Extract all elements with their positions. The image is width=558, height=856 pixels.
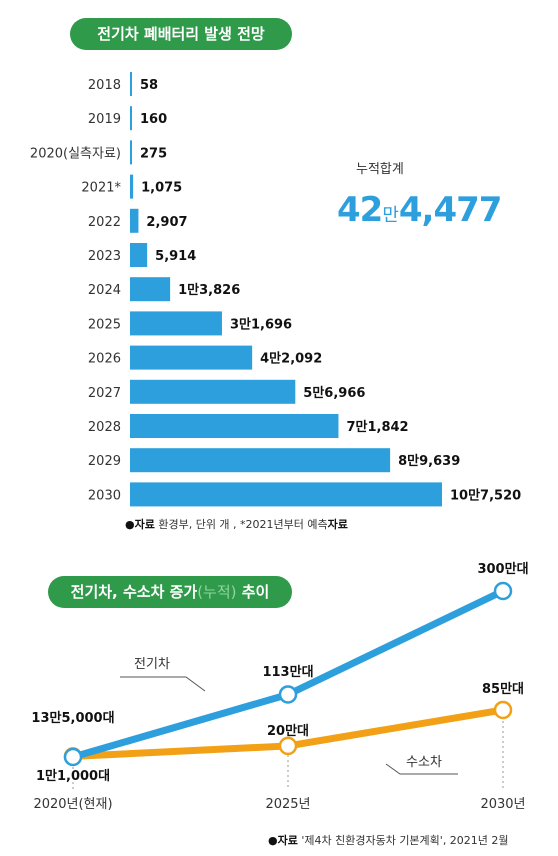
bar-chart-title: 전기차 폐배터리 발생 전망 (70, 18, 292, 50)
x-tick-label: 2030년 (480, 797, 525, 812)
series-point (278, 685, 298, 704)
line-chart-title: 전기차, 수소차 증가(누적) 추이 (48, 576, 292, 608)
bar (130, 311, 222, 336)
line-chart-source-note: ●자료 '제4차 친환경자동차 기본계획', 2021년 2월 (268, 832, 509, 848)
note2-text: '제4차 친환경자동차 기본계획', 2021년 2월 (297, 834, 509, 847)
bar (130, 277, 171, 302)
hydrogen-leader-line (385, 763, 458, 775)
note-bold: ●자료 (125, 518, 155, 531)
ev-leader-line (120, 676, 206, 692)
line-title-end: 추이 (236, 583, 270, 601)
category-label: 2023 (88, 249, 121, 264)
x-tick-label: 2025년 (265, 797, 310, 812)
value-label: 5,914 (155, 249, 196, 264)
series-point (493, 700, 513, 720)
line-title-paren: (누적) (197, 583, 237, 601)
category-label: 2030 (88, 488, 121, 503)
bar-chart: 2018 58 2019 160 2020(실측자료) 275 2021* 1,075 2022… (30, 72, 521, 507)
bar-chart-source-note: ●자료 환경부, 단위 개 , *2021년부터 예측자료 (125, 516, 348, 532)
series-point (63, 747, 83, 766)
note-bold-2: 자료 (327, 518, 348, 531)
value-label: 3만1,696 (230, 316, 292, 332)
category-label: 2029 (88, 454, 121, 469)
value-label: 1만3,826 (178, 282, 240, 298)
total-value-part2: 4,477 (398, 190, 503, 230)
value-label: 160 (140, 112, 167, 127)
note2-bold: ●자료 (268, 834, 298, 847)
series-point (63, 747, 83, 767)
series-line (69, 706, 507, 760)
series-line (69, 587, 507, 761)
data-label: 300만대 (477, 561, 528, 577)
value-label: 10만7,520 (450, 487, 521, 503)
value-label: 8만9,639 (398, 453, 460, 469)
total-label: 누적합계 (356, 162, 404, 177)
ev-series-name: 전기차 (134, 657, 170, 672)
value-label: 2,907 (146, 215, 187, 230)
value-label: 7만1,842 (346, 419, 408, 435)
category-label: 2021* (81, 181, 121, 196)
category-label: 2020(실측자료) (30, 146, 121, 161)
bar (130, 448, 391, 473)
data-label: 20만대 (267, 723, 309, 739)
category-label: 2022 (88, 215, 121, 230)
x-tick-label: 2020년(현재) (33, 797, 112, 812)
category-label: 2025 (88, 317, 121, 332)
bar (130, 72, 132, 96)
category-label: 2018 (88, 78, 121, 93)
data-label: 113만대 (262, 664, 313, 680)
bar (130, 208, 139, 233)
category-label: 2026 (88, 352, 121, 367)
value-label: 4만2,092 (260, 351, 322, 367)
bar (130, 174, 134, 199)
series-point (278, 736, 298, 756)
category-label: 2024 (88, 283, 121, 298)
bar (130, 140, 132, 165)
bar (130, 482, 442, 507)
value-label: 1,075 (141, 181, 182, 196)
category-label: 2027 (88, 386, 121, 401)
total-value: 42만4,477 (337, 190, 503, 230)
value-label: 275 (140, 146, 167, 161)
bar (130, 414, 339, 438)
total-value-unit: 만 (382, 205, 399, 226)
data-label: 85만대 (482, 681, 524, 697)
category-label: 2028 (88, 420, 121, 435)
line-title-main: 전기차, 수소차 증가 (70, 583, 198, 601)
bar (130, 379, 296, 404)
data-label: 1만1,000대 (36, 768, 110, 784)
note-text: 환경부, 단위 개 , *2021년부터 예측 (154, 518, 328, 531)
total-value-part1: 42 (337, 190, 383, 230)
value-label: 58 (140, 78, 158, 93)
category-label: 2019 (88, 112, 121, 127)
value-label: 5만6,966 (303, 385, 365, 401)
bar (130, 243, 148, 267)
data-label: 13만5,000대 (31, 710, 114, 726)
series-point (493, 581, 513, 601)
bar (130, 106, 132, 131)
hydrogen-series-name: 수소차 (406, 755, 442, 770)
bar (130, 345, 253, 370)
